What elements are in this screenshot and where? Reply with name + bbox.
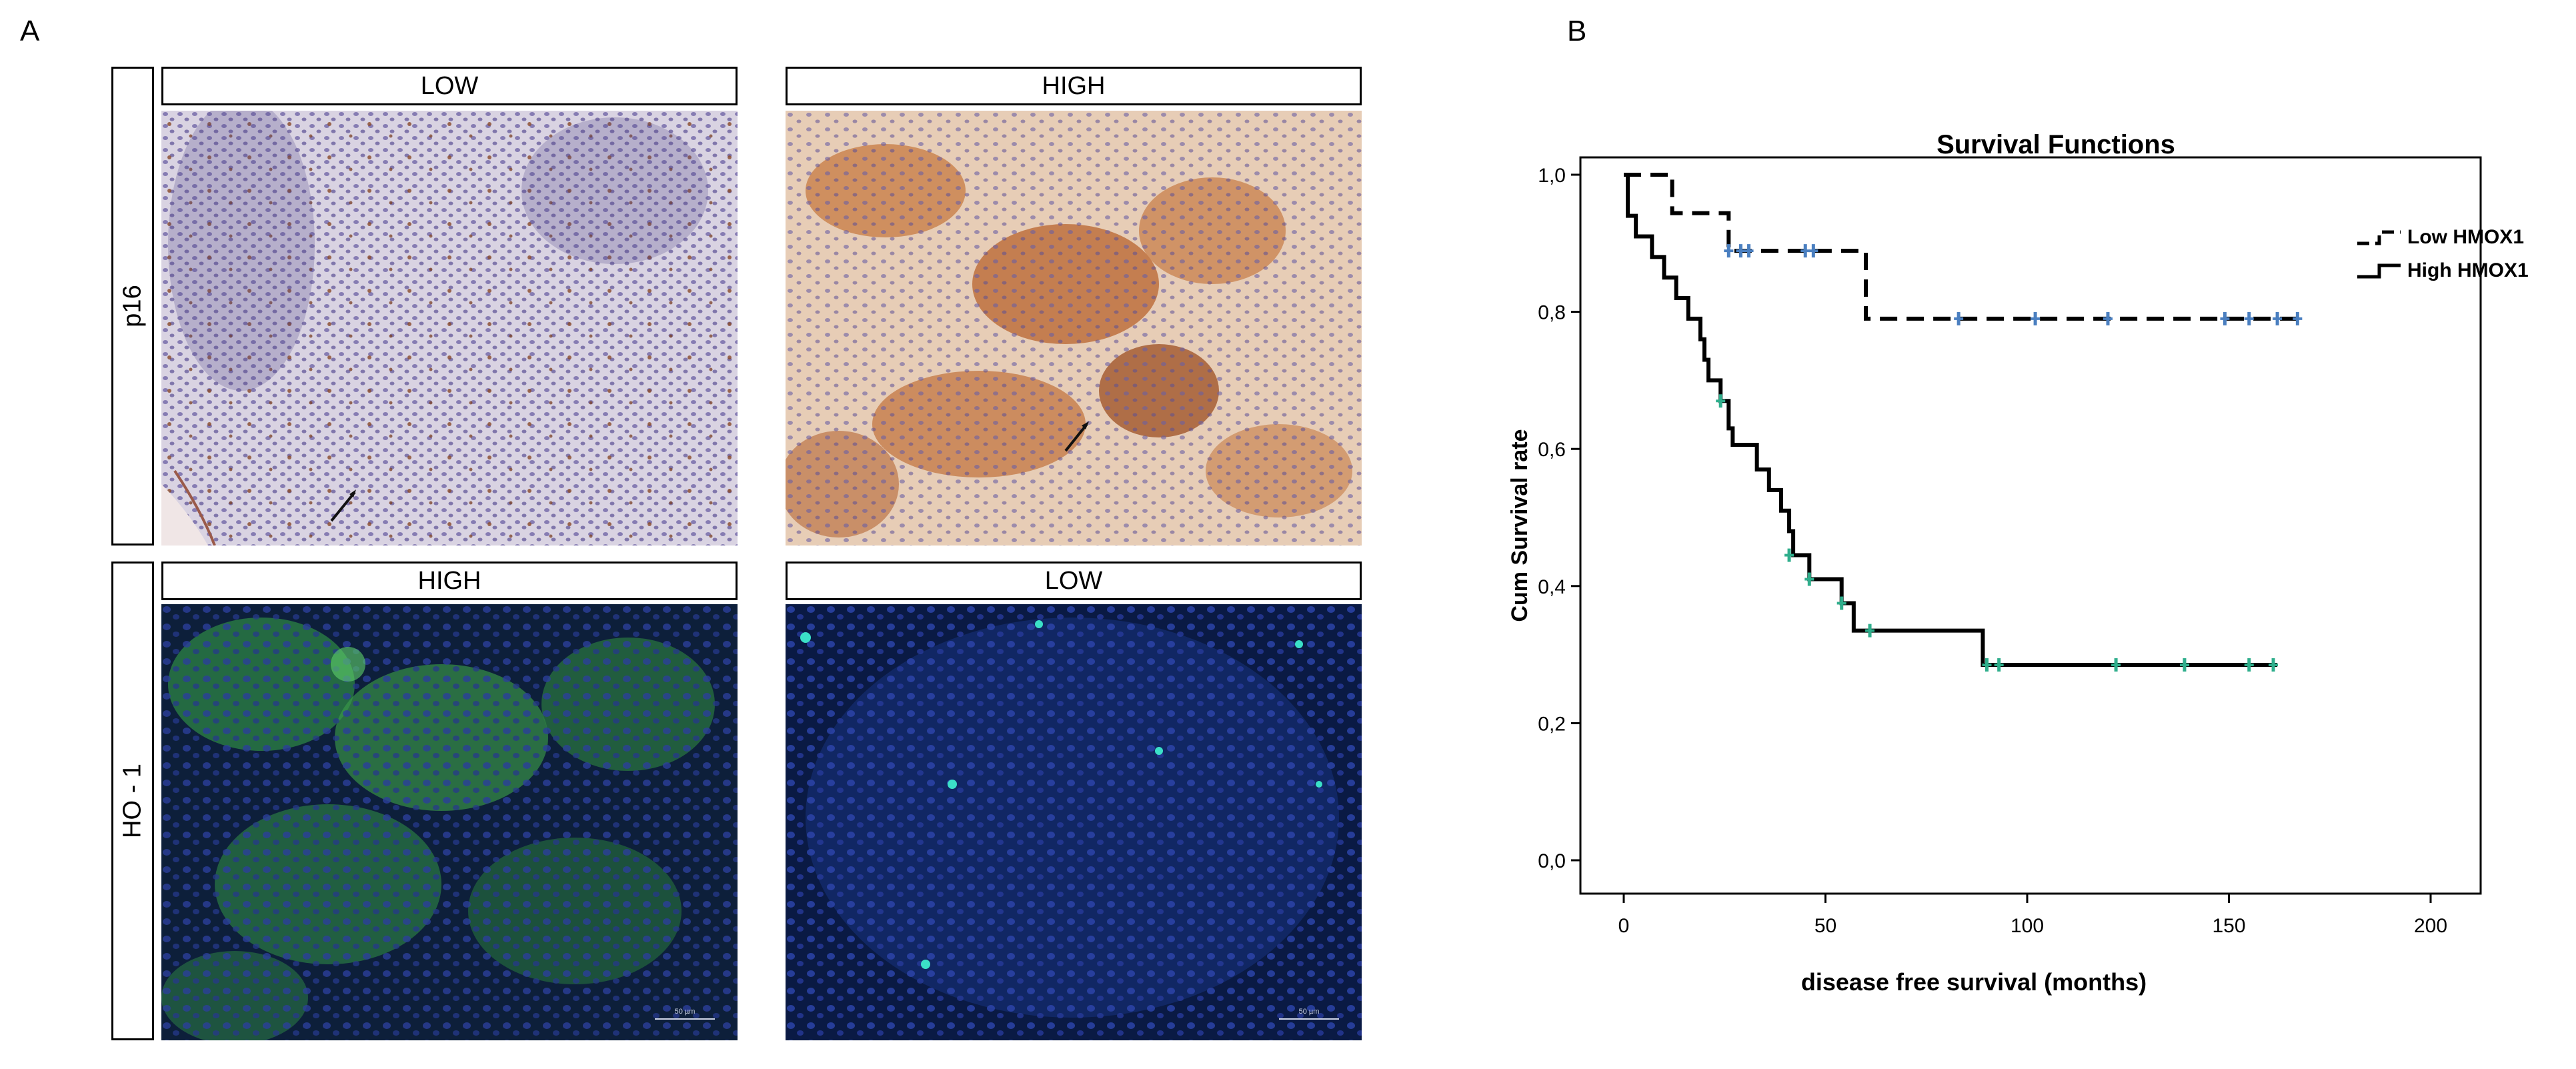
series-line-high-hmox1: [1624, 173, 2278, 668]
legend-label-high-hmox1: High HMOX1: [2407, 259, 2529, 281]
censor-mark-low-hmox1: [2244, 311, 2254, 325]
y-tick-label: 0,2: [1538, 713, 1566, 735]
censor-mark-low-hmox1: [1736, 244, 1746, 258]
series-line-low-hmox1: [1624, 173, 2302, 321]
column-header-ho1-high: HIGH: [161, 562, 738, 600]
censor-mark-high-hmox1: [2111, 658, 2121, 672]
x-tick-label: 150: [2212, 915, 2245, 937]
x-axis: 0 50 100 150 200: [1618, 894, 2447, 937]
micrograph-p16-high: [786, 111, 1362, 546]
x-tick-label: 200: [2414, 915, 2447, 937]
censor-mark-high-hmox1: [2244, 658, 2254, 672]
survival-chart-svg: Survival Functions 0,0 0,2 0,4 0,6 0,8 1,0 0 5…: [1507, 130, 2529, 996]
x-tick-label: 0: [1618, 915, 1630, 937]
censor-mark-low-hmox1: [1800, 244, 1810, 258]
plot-frame: [1579, 156, 2482, 895]
censor-mark-low-hmox1: [2293, 311, 2303, 325]
censor-mark-high-hmox1: [1982, 658, 1992, 672]
micrograph-ho1-high: 50 µm: [161, 604, 738, 1040]
y-tick-label: 0,0: [1538, 850, 1566, 872]
x-axis-label: disease free survival (months): [1801, 968, 2147, 996]
row-header-p16-label: p16: [118, 285, 147, 327]
x-tick-label: 100: [2011, 915, 2044, 937]
row-header-ho1-label: HO - 1: [118, 764, 147, 838]
y-axis-label: Cum Survival rate: [1507, 429, 1532, 622]
micrograph-p16-low: [161, 111, 738, 546]
x-tick-label: 50: [1814, 915, 1836, 937]
y-axis: 0,0 0,2 0,4 0,6 0,8 1,0: [1538, 165, 1580, 872]
censor-mark-high-hmox1: [2179, 658, 2189, 672]
censor-mark-high-hmox1: [1865, 624, 1875, 638]
censor-mark-low-hmox1: [1954, 311, 1964, 325]
column-header-p16-low: LOW: [161, 67, 738, 105]
scale-bar-label-ho1-high: 50 µm: [675, 1008, 696, 1016]
panel-b-letter: B: [1567, 15, 1587, 47]
legend-label-low-hmox1: Low HMOX1: [2407, 226, 2524, 248]
micrograph-ho1-low: 50 µm: [786, 604, 1362, 1040]
censor-mark-low-hmox1: [2220, 311, 2230, 325]
censor-mark-low-hmox1: [1744, 244, 1754, 258]
y-tick-label: 1,0: [1538, 165, 1566, 187]
y-tick-label: 0,4: [1538, 576, 1566, 598]
scale-bar-label-ho1-low: 50 µm: [1299, 1008, 1320, 1016]
legend-swatch-high-hmox1: [2357, 263, 2401, 279]
censor-mark-low-hmox1: [2273, 311, 2283, 325]
panel-a-letter: A: [20, 15, 40, 47]
row-header-ho1: HO - 1: [111, 562, 154, 1040]
censor-mark-high-hmox1: [2269, 658, 2279, 672]
censor-mark-high-hmox1: [1836, 596, 1846, 610]
column-header-p16-high: HIGH: [786, 67, 1362, 105]
y-tick-label: 0,8: [1538, 302, 1566, 324]
row-header-p16: p16: [111, 67, 154, 546]
censor-mark-high-hmox1: [1804, 572, 1814, 586]
y-tick-label: 0,6: [1538, 439, 1566, 461]
legend-swatch-low-hmox1: [2357, 230, 2401, 245]
column-header-ho1-low: LOW: [786, 562, 1362, 600]
censor-mark-low-hmox1: [2031, 311, 2041, 325]
censor-mark-high-hmox1: [1716, 394, 1726, 408]
censor-mark-low-hmox1: [2103, 311, 2113, 325]
censor-mark-high-hmox1: [1784, 548, 1794, 562]
series-layer: [1624, 173, 2303, 672]
chart-title: Survival Functions: [1937, 130, 2175, 159]
censor-mark-low-hmox1: [1808, 244, 1818, 258]
legend: Low HMOX1 High HMOX1: [2357, 226, 2529, 281]
censor-mark-low-hmox1: [1724, 244, 1734, 258]
survival-chart: Survival Functions 0,0 0,2 0,4 0,6 0,8 1,0 0 5…: [1467, 107, 2576, 1040]
censor-mark-high-hmox1: [1994, 658, 2004, 672]
